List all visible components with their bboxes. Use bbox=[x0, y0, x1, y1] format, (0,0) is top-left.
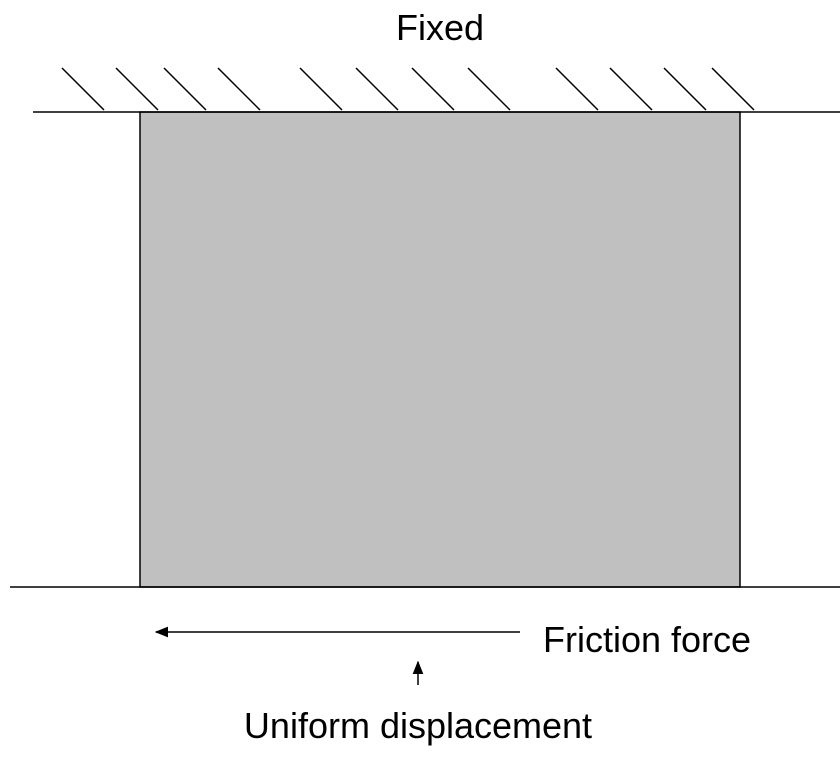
friction-label: Friction force bbox=[543, 619, 751, 660]
hatching bbox=[61, 67, 755, 111]
block bbox=[139, 111, 741, 588]
fixed-label: Fixed bbox=[396, 7, 484, 48]
displacement-label: Uniform displacement bbox=[244, 705, 592, 746]
